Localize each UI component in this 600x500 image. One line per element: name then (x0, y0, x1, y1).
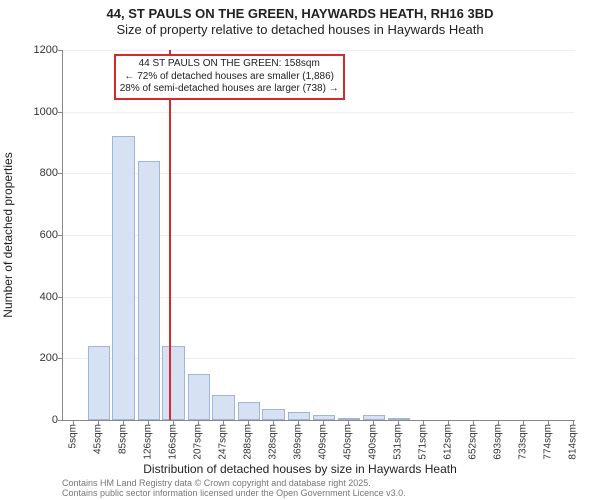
annotation-line2: ← 72% of detached houses are smaller (1,… (120, 71, 339, 84)
x-tick-mark (523, 420, 524, 425)
x-tick-mark (248, 420, 249, 425)
bars-layer (63, 50, 575, 420)
x-tick-mark (198, 420, 199, 425)
y-tick-mark (58, 358, 63, 359)
x-tick-label: 369sqm (293, 424, 304, 460)
x-tick-label: 774sqm (543, 424, 554, 460)
reference-marker-line (169, 50, 171, 420)
y-axis-label: Number of detached properties (1, 152, 15, 317)
x-tick-label: 693sqm (493, 424, 504, 460)
x-tick-label: 490sqm (367, 424, 378, 460)
x-tick-label: 571sqm (417, 424, 428, 460)
y-tick-mark (58, 112, 63, 113)
y-tick-label: 200 (18, 352, 58, 364)
x-tick-mark (323, 420, 324, 425)
annotation-box: 44 ST PAULS ON THE GREEN: 158sqm ← 72% o… (114, 54, 345, 100)
x-tick-mark (73, 420, 74, 425)
y-tick-label: 400 (18, 291, 58, 303)
chart-container: 44, ST PAULS ON THE GREEN, HAYWARDS HEAT… (0, 0, 600, 500)
chart-title-block: 44, ST PAULS ON THE GREEN, HAYWARDS HEAT… (0, 0, 600, 39)
plot-area: 44 ST PAULS ON THE GREEN: 158sqm ← 72% o… (62, 50, 575, 421)
x-tick-mark (223, 420, 224, 425)
x-tick-label: 5sqm (68, 424, 79, 448)
annotation-line3: 28% of semi-detached houses are larger (… (120, 83, 339, 96)
x-tick-mark (398, 420, 399, 425)
histogram-bar (188, 374, 210, 420)
x-tick-mark (573, 420, 574, 425)
y-tick-label: 0 (18, 414, 58, 426)
x-tick-label: 733sqm (517, 424, 528, 460)
x-axis-label: Distribution of detached houses by size … (0, 462, 600, 476)
x-tick-label: 166sqm (167, 424, 178, 460)
y-tick-label: 600 (18, 229, 58, 241)
x-tick-mark (473, 420, 474, 425)
y-tick-label: 1000 (18, 106, 58, 118)
y-tick-mark (58, 297, 63, 298)
x-tick-label: 207sqm (192, 424, 203, 460)
x-tick-mark (348, 420, 349, 425)
histogram-bar (238, 402, 260, 421)
histogram-bar (112, 136, 134, 420)
histogram-bar (262, 409, 284, 420)
x-tick-label: 328sqm (267, 424, 278, 460)
histogram-bar (162, 346, 184, 420)
y-tick-mark (58, 173, 63, 174)
x-tick-mark (448, 420, 449, 425)
footer-line1: Contains HM Land Registry data © Crown c… (62, 478, 406, 488)
x-tick-mark (273, 420, 274, 425)
x-tick-mark (173, 420, 174, 425)
histogram-bar (212, 395, 234, 420)
x-tick-label: 45sqm (92, 424, 103, 454)
y-tick-mark (58, 50, 63, 51)
x-tick-label: 126sqm (142, 424, 153, 460)
x-tick-label: 531sqm (393, 424, 404, 460)
x-tick-mark (423, 420, 424, 425)
x-tick-mark (548, 420, 549, 425)
x-tick-mark (298, 420, 299, 425)
x-tick-mark (498, 420, 499, 425)
y-tick-label: 1200 (18, 44, 58, 56)
annotation-line1: 44 ST PAULS ON THE GREEN: 158sqm (120, 58, 339, 71)
x-tick-label: 409sqm (317, 424, 328, 460)
x-tick-label: 814sqm (567, 424, 578, 460)
x-tick-label: 288sqm (242, 424, 253, 460)
x-tick-label: 652sqm (467, 424, 478, 460)
chart-title-line1: 44, ST PAULS ON THE GREEN, HAYWARDS HEAT… (0, 6, 600, 22)
x-tick-label: 450sqm (343, 424, 354, 460)
y-tick-mark (58, 420, 63, 421)
histogram-bar (288, 412, 310, 420)
x-tick-label: 612sqm (443, 424, 454, 460)
histogram-bar (138, 161, 160, 420)
x-tick-label: 247sqm (217, 424, 228, 460)
x-tick-label: 85sqm (117, 424, 128, 454)
chart-title-line2: Size of property relative to detached ho… (0, 22, 600, 38)
histogram-bar (88, 346, 110, 420)
footer-line2: Contains public sector information licen… (62, 488, 406, 498)
x-tick-mark (148, 420, 149, 425)
y-tick-mark (58, 235, 63, 236)
chart-footer: Contains HM Land Registry data © Crown c… (62, 478, 406, 499)
x-tick-mark (373, 420, 374, 425)
y-tick-label: 800 (18, 167, 58, 179)
x-tick-mark (98, 420, 99, 425)
x-tick-mark (123, 420, 124, 425)
